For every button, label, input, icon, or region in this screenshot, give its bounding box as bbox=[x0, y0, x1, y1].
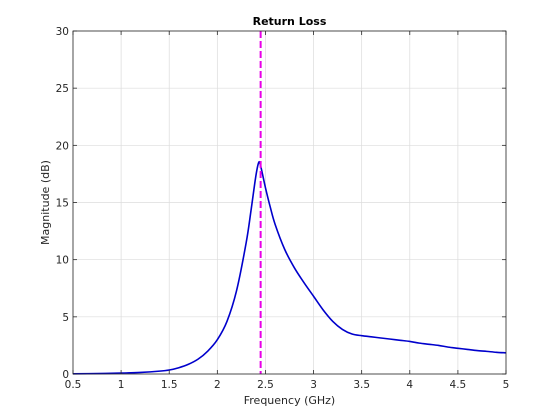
x-tick-label: 4 bbox=[406, 379, 413, 391]
y-tick-labels: 0 5 10 15 20 25 30 bbox=[56, 26, 69, 381]
x-tick-label: 5 bbox=[503, 379, 510, 391]
x-tick-label: 1 bbox=[118, 379, 125, 391]
x-axis-label: Frequency (GHz) bbox=[244, 394, 335, 407]
x-tick-label: 3 bbox=[310, 379, 317, 391]
y-tick-label: 10 bbox=[56, 255, 69, 267]
y-tick-label: 25 bbox=[56, 83, 69, 95]
return-loss-series-line bbox=[72, 160, 507, 375]
x-tick-label: 1.5 bbox=[161, 379, 178, 391]
y-tick-label: 0 bbox=[62, 369, 69, 381]
y-axis-label: Magnitude (dB) bbox=[39, 160, 52, 245]
y-tick-label: 20 bbox=[56, 140, 69, 152]
chart-title: Return Loss bbox=[253, 15, 327, 28]
tick-marks bbox=[72, 30, 507, 375]
x-tick-label: 2 bbox=[214, 379, 221, 391]
x-tick-label: 2.5 bbox=[257, 379, 274, 391]
y-tick-label: 15 bbox=[56, 198, 69, 210]
y-tick-label: 5 bbox=[62, 312, 69, 324]
x-tick-labels: 0.5 1 1.5 2 2.5 3 3.5 4 4.5 5 bbox=[65, 379, 510, 391]
x-tick-label: 0.5 bbox=[65, 379, 82, 391]
series-layer bbox=[72, 160, 507, 375]
x-tick-label: 3.5 bbox=[353, 379, 370, 391]
y-tick-label: 30 bbox=[56, 26, 69, 38]
x-tick-label: 4.5 bbox=[450, 379, 467, 391]
